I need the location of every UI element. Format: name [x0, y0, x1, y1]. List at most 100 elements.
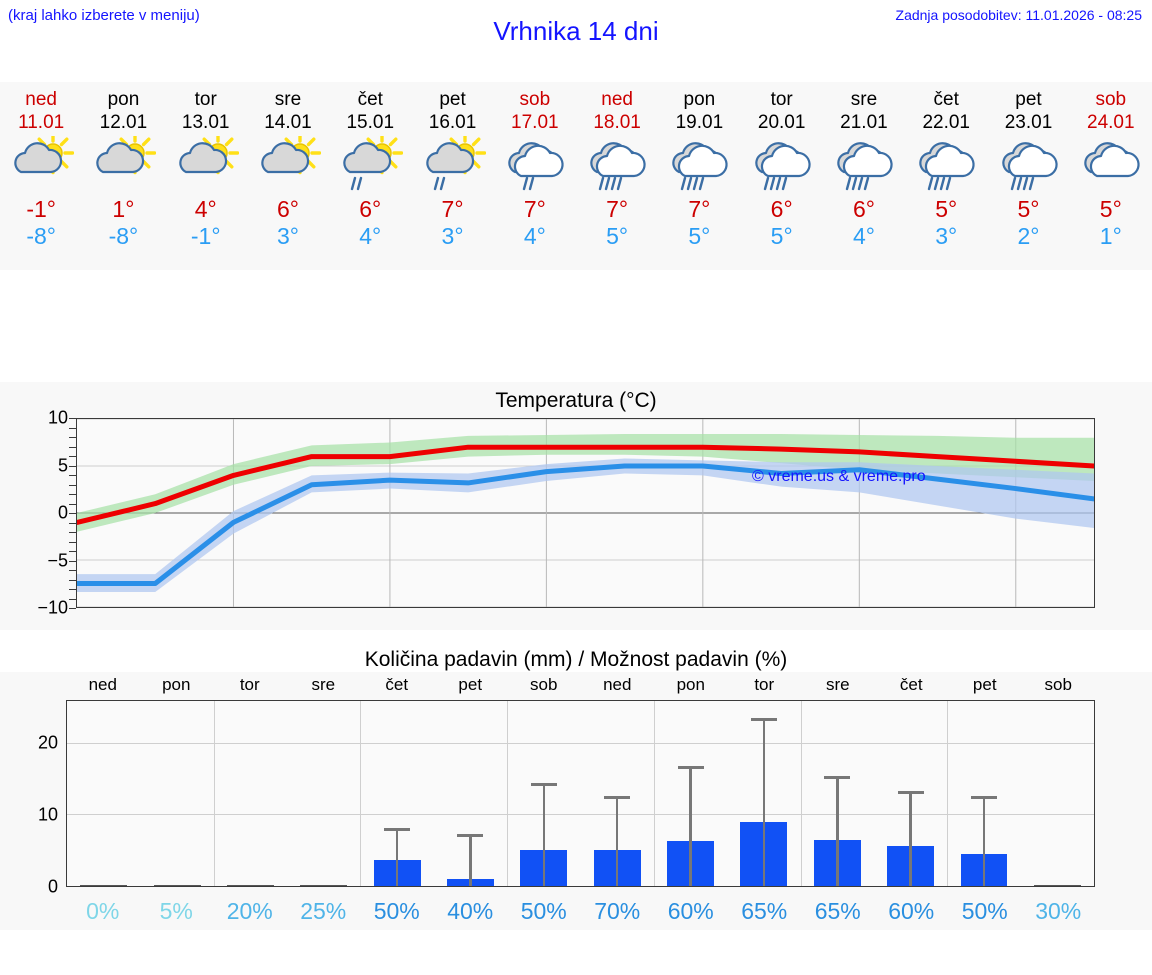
precipitation-gridline	[67, 742, 1094, 744]
last-update-text: Zadnja posodobitev: 11.01.2026 - 08:25	[895, 7, 1142, 23]
day-column[interactable]: tor 20.01 6° 5°	[741, 82, 823, 270]
day-temp-min: -8°	[26, 223, 56, 249]
precipitation-error-bar	[542, 782, 546, 886]
day-column[interactable]: sre 14.01 6° 3°	[247, 82, 329, 270]
precipitation-day-labels: ned pon tor sre čet pet sob ned pon tor sre čet pet s…	[66, 675, 1095, 695]
temperature-y-axis: −10 −5 0 5 10	[0, 408, 68, 618]
precipitation-day-label: pet	[458, 675, 483, 694]
precipitation-error-cap	[604, 796, 631, 800]
precipitation-gridline-vertical	[507, 701, 509, 886]
day-column[interactable]: pet 16.01 7° 3°	[411, 82, 493, 270]
day-name: pon	[683, 89, 716, 110]
day-column[interactable]: sre 21.01 6° 4°	[823, 82, 905, 270]
day-date: 19.01	[675, 112, 724, 133]
day-temp-max: 6°	[852, 196, 875, 222]
precipitation-bar-cell[interactable]	[214, 701, 287, 886]
weather-icon-wrap	[584, 136, 650, 192]
day-temp-max: 7°	[523, 196, 546, 222]
precipitation-probability-label: 20%	[226, 898, 273, 924]
precipitation-bar-cell[interactable]	[287, 701, 360, 886]
day-date: 14.01	[264, 112, 312, 133]
precipitation-error-bar	[395, 827, 399, 886]
precipitation-bar-cell[interactable]	[801, 701, 874, 886]
precipitation-probability-label: 50%	[520, 898, 567, 924]
precipitation-gridline-vertical	[360, 701, 362, 886]
precipitation-bar-cell[interactable]	[1021, 701, 1094, 886]
partly-cloudy-icon	[14, 131, 75, 175]
weather-icon-wrap	[8, 131, 75, 192]
day-date: 16.01	[428, 112, 477, 133]
precipitation-error-bar	[689, 766, 692, 886]
day-name: čet	[357, 89, 383, 110]
day-temp-max: 5°	[1099, 196, 1122, 222]
temperature-minor-tick	[69, 503, 76, 505]
day-name: pet	[1015, 89, 1042, 110]
precipitation-bar-cell[interactable]	[947, 701, 1020, 886]
precipitation-day-label: pon	[162, 675, 191, 694]
precipitation-day-label: sre	[825, 675, 850, 694]
day-temp-max: -1°	[26, 196, 56, 222]
day-column[interactable]: pon 19.01 7° 5°	[658, 82, 740, 270]
temperature-minor-tick	[69, 494, 76, 495]
day-column[interactable]: čet 15.01 6° 4°	[329, 82, 411, 270]
precipitation-y-tick-label: 10	[37, 804, 58, 825]
precipitation-gridline-vertical	[653, 701, 655, 886]
precipitation-bar-cell[interactable]	[140, 701, 213, 886]
precipitation-bar-cell[interactable]	[67, 701, 140, 886]
precipitation-error-cap	[824, 776, 851, 780]
precipitation-error-cap	[970, 796, 997, 800]
day-date: 18.01	[593, 112, 641, 133]
day-temp-min: -1°	[190, 223, 221, 249]
precipitation-gridline	[67, 813, 1094, 815]
precipitation-chart-title: Količina padavin (mm) / Možnost padavin …	[364, 648, 788, 671]
day-temp-min: 1°	[1099, 223, 1122, 249]
day-column[interactable]: tor 13.01 4° -1°	[165, 82, 247, 270]
day-temp-min: 2°	[1017, 223, 1040, 249]
day-temp-max: 5°	[1017, 196, 1040, 222]
precipitation-probability-label: 60%	[888, 898, 935, 924]
day-name: ned	[601, 89, 633, 110]
day-temp-max: 7°	[688, 196, 711, 222]
precipitation-bar-cell[interactable]	[434, 701, 507, 886]
precipitation-y-tick-label: 0	[47, 876, 58, 897]
day-column[interactable]: sob 17.01 7° 4°	[494, 82, 576, 270]
day-column[interactable]: pon 12.01 1° -8°	[82, 82, 164, 270]
precipitation-probability-label: 30%	[1035, 898, 1082, 924]
precipitation-bar-cell[interactable]	[581, 701, 654, 886]
precipitation-day-label: tor	[754, 675, 775, 694]
precipitation-probability-labels: 0% 5% 20% 25% 50% 40% 50% 70% 60% 65% 65% 60% 50% 30%	[66, 898, 1095, 925]
precipitation-bar-cell[interactable]	[727, 701, 800, 886]
temperature-minor-tick	[69, 608, 76, 609]
precipitation-gridline-vertical	[947, 701, 949, 886]
precipitation-probability-label: 70%	[594, 898, 641, 924]
precipitation-day-label: čet	[385, 675, 409, 694]
temperature-minor-tick	[69, 589, 76, 590]
precipitation-day-label: pon	[676, 675, 705, 694]
precipitation-error-cap	[897, 790, 924, 794]
day-column[interactable]: ned 11.01 -1° -8°	[0, 82, 82, 270]
day-column[interactable]: pet 23.01 5° 2°	[987, 82, 1069, 270]
temperature-minor-tick	[69, 598, 76, 600]
day-name: sre	[850, 89, 878, 110]
day-temp-max: 1°	[112, 196, 135, 222]
weather-icon-wrap	[420, 131, 486, 192]
precipitation-bar	[153, 884, 201, 886]
day-column[interactable]: čet 22.01 5° 3°	[905, 82, 987, 270]
day-column[interactable]: sob 24.01 5° 1°	[1070, 82, 1152, 270]
precipitation-gridline-vertical	[213, 701, 215, 886]
day-date: 15.01	[346, 112, 395, 133]
precipitation-probability-label: 40%	[447, 898, 494, 924]
day-column[interactable]: ned 18.01 7° 5°	[576, 82, 658, 270]
precipitation-bar-cell[interactable]	[654, 701, 727, 886]
temperature-minor-tick	[69, 532, 76, 533]
precipitation-bar-cell[interactable]	[360, 701, 433, 886]
cloudy-rain-icon	[1001, 142, 1058, 191]
precipitation-bar-cell[interactable]	[874, 701, 947, 886]
location-menu-hint: (kraj lahko izberete v meniju)	[8, 7, 200, 24]
precipitation-bar-cell[interactable]	[507, 701, 580, 886]
day-temp-max: 5°	[935, 196, 958, 222]
weather-icon-wrap	[173, 131, 239, 192]
precipitation-probability-label: 5%	[159, 898, 193, 924]
day-date: 12.01	[99, 112, 148, 133]
precipitation-error-cap	[750, 718, 777, 722]
